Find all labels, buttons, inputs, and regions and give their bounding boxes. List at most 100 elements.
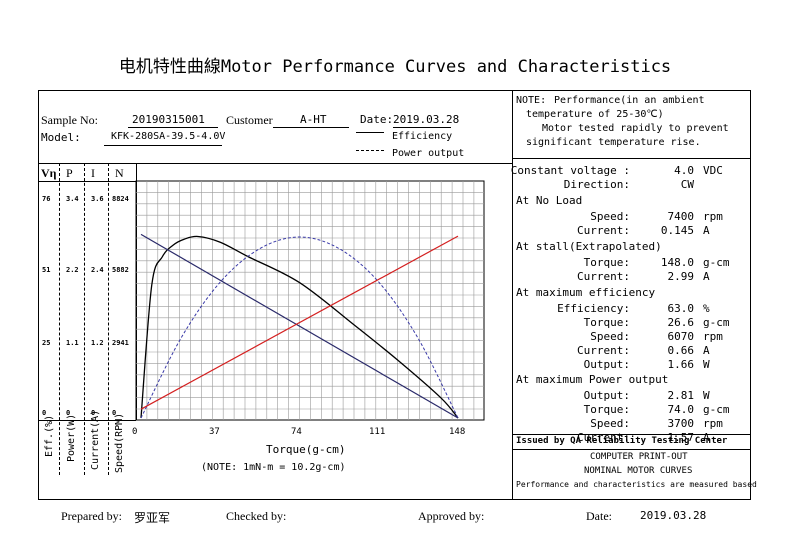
col-sep-3 [108,163,109,475]
right-value: 2.99 [667,270,695,283]
right-label: Efficiency: [557,302,630,315]
col-tick-current-0: 3.6 [91,195,104,203]
right-value: 2.81 [667,389,695,402]
col-header-eff: Vη [41,166,57,180]
col-header-speed: N [115,166,124,180]
right-label: Current: [577,224,630,237]
printout-line-1: COMPUTER PRINT-OUT [590,452,688,462]
legend-power: Power output [392,148,465,159]
right-unit: A [703,344,710,357]
colfoot-divider [38,420,136,421]
x-tick-37: 37 [209,427,220,437]
model-value: KFK-280SA-39.5-4.0V [111,131,226,142]
col-tick-power-3: 0 [66,409,71,417]
col-tick-power-1: 2.2 [66,266,79,274]
prepared-value: 罗亚军 [134,511,171,525]
right-unit: rpm [703,210,723,223]
sample-underline [128,127,218,128]
customer-label: Customer [226,113,273,127]
legend-solid-line [356,132,384,133]
col-tick-speed-3: 0 [112,409,117,417]
model-underline [104,145,222,146]
right-divider [512,90,513,500]
customer-value: A-HT [300,113,327,126]
printout-line-3: Performance and characteristics are meas… [516,480,757,489]
col-tick-speed-2: 2941 [112,339,129,347]
right-value: 1.66 [667,358,695,371]
right-label: Torque: [583,403,630,416]
right-label: Torque: [583,316,630,329]
section-title: At maximum efficiency [516,286,656,299]
right-value: 3700 [667,417,695,430]
header-divider [38,163,512,164]
right-unit: W [703,389,710,402]
right-label: Current: [577,344,630,357]
right-label: Speed: [590,330,630,343]
sample-value: 20190315001 [132,113,205,126]
right-value: 26.6 [667,316,695,329]
right-unit: A [703,431,710,444]
right-value: 0.66 [667,344,695,357]
right-unit: A [703,224,710,237]
right-unit: g-cm [703,316,730,329]
colhead-divider [38,181,136,182]
date-label: Date: [360,113,394,126]
speed-line [140,233,459,419]
col-header-current: I [91,166,95,180]
note-line-4: significant temperature rise. [526,137,701,148]
col-tick-current-2: 1.2 [91,339,104,347]
model-label: Model: [41,131,81,144]
note-label: NOTE: [516,95,547,106]
issued-by: Issued by QA Reliability Testing Center [516,436,728,446]
unit-note: (NOTE: 1mN-m = 10.2g-cm) [201,462,346,473]
footer-date-value: 2019.03.28 [640,509,707,522]
legend-dashed-line [356,150,384,151]
col-tick-current-1: 2.4 [91,266,104,274]
col-tick-speed-0: 8824 [112,195,129,203]
col-tick-power-0: 3.4 [66,195,79,203]
right-unit: g-cm [703,256,730,269]
chart-curves [140,233,459,419]
x-tick-74: 74 [291,427,302,437]
chart-grid [135,180,485,421]
right-value: 4.0 [674,164,694,177]
right-label: Output: [583,389,630,402]
col-sep-2 [84,163,85,475]
right-unit: % [703,302,710,315]
right-unit: W [703,358,710,371]
section-title: At stall(Extrapolated) [516,240,662,253]
page-title: 电机特性曲線Motor Performance Curves and Chara… [118,57,672,77]
right-label: Speed: [590,210,630,223]
note-line-1: Performance(in an ambient [554,95,705,106]
checked-label: Checked by: [226,509,287,523]
right-value: 63.0 [667,302,695,315]
col-tick-power-2: 1.1 [66,339,79,347]
right-label: Output: [583,358,630,371]
printout-line-2: NOMINAL MOTOR CURVES [584,466,693,476]
footer-date-label: Date: [586,509,612,523]
col-tick-eff-1: 51 [42,266,51,274]
issued-bottom-line [512,449,751,450]
right-label: Constant voltage : [510,164,630,177]
col-header-power: P [66,166,73,180]
note-divider [512,158,751,159]
col-tick-eff-0: 76 [42,195,51,203]
right-unit: VDC [703,164,723,177]
right-unit: rpm [703,417,723,430]
right-label: Direction: [563,178,630,191]
right-label: Torque: [583,256,630,269]
col-tick-eff-3: 0 [42,409,47,417]
x-tick-0: 0 [132,427,138,437]
right-label: Speed: [590,417,630,430]
prepared-label: Prepared by: [61,509,122,523]
right-unit: g-cm [703,403,730,416]
right-label: Current: [577,270,630,283]
col-tick-current-3: 0 [91,409,96,417]
date-underline [393,127,451,128]
col-tick-eff-2: 25 [42,339,51,347]
efficiency-curve [140,235,459,419]
right-value: 74.0 [667,403,695,416]
right-value: 148.0 [660,256,694,269]
col-tick-speed-1: 5882 [112,266,129,274]
